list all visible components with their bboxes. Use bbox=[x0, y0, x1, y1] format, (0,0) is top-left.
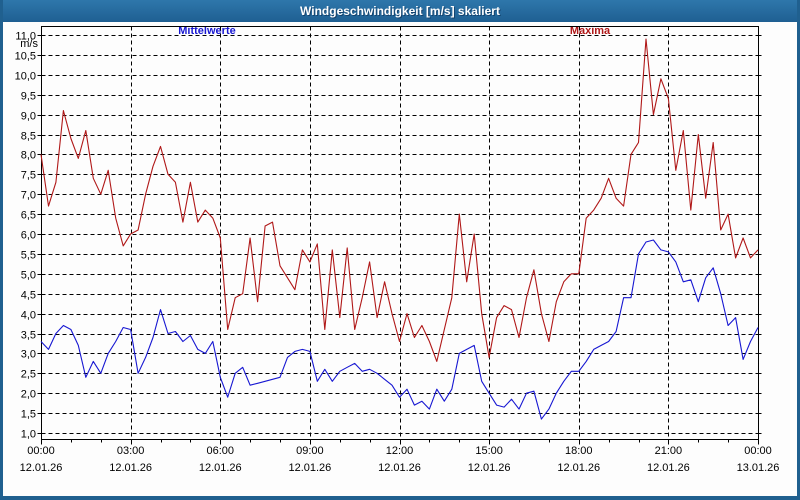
y-tick-label: 5,5 bbox=[21, 250, 36, 262]
x-tick-date-label: 12.01.26 bbox=[20, 462, 63, 474]
x-tick-time-label: 00:00 bbox=[27, 445, 55, 457]
y-tick-label: 2,5 bbox=[21, 369, 36, 381]
x-tick-time-label: 09:00 bbox=[296, 445, 324, 457]
x-tick-time-label: 12:00 bbox=[386, 445, 414, 457]
x-tick-time-label: 06:00 bbox=[206, 445, 234, 457]
x-tick-time-label: 18:00 bbox=[565, 445, 593, 457]
y-tick-label: 1,5 bbox=[21, 409, 36, 421]
legend-item-mittelwerte: Mittelwerte bbox=[178, 25, 236, 37]
plot-border bbox=[41, 26, 759, 440]
wind-speed-line-chart: 11,0 10,5 10,0 9,5 9,0 8,5 8,0 7,5 7,0 6,5 6,0 5,5 5… bbox=[15, 26, 780, 474]
x-tick-date-label: 12.01.26 bbox=[557, 462, 600, 474]
y-tick-label: 10,0 bbox=[15, 71, 36, 83]
y-axis-unit-label: m/s bbox=[20, 38, 38, 50]
x-tick-time-label: 15:00 bbox=[475, 445, 503, 457]
y-tick-label: 1,0 bbox=[21, 429, 36, 441]
x-tick-date-label: 12.01.26 bbox=[468, 462, 511, 474]
x-tick-date-label: 12.01.26 bbox=[199, 462, 242, 474]
x-tick-time-label: 03:00 bbox=[117, 445, 145, 457]
series-line-mittelwerte bbox=[40, 239, 759, 420]
x-tick-date-label: 12.01.26 bbox=[647, 462, 690, 474]
y-tick-label: 8,0 bbox=[21, 150, 36, 162]
y-tick-label: 11,0 bbox=[15, 31, 36, 43]
y-tick-label: 9,5 bbox=[21, 91, 36, 103]
x-tick-date-label: 12.01.26 bbox=[109, 462, 152, 474]
x-tick-date-label: 12.01.26 bbox=[378, 462, 421, 474]
y-tick-label: 7,0 bbox=[21, 190, 36, 202]
x-tick-date-label: 12.01.26 bbox=[288, 462, 331, 474]
x-tick-time-label: 00:00 bbox=[744, 445, 772, 457]
x-tick-date-label: 13.01.26 bbox=[737, 462, 780, 474]
window-title: Windgeschwindigkeit [m/s] skaliert bbox=[3, 0, 797, 22]
y-tick-label: 2,0 bbox=[21, 389, 36, 401]
y-tick-label: 3,0 bbox=[21, 349, 36, 361]
y-tick-label: 4,5 bbox=[21, 290, 36, 302]
y-tick-label: 9,0 bbox=[21, 111, 36, 123]
y-tick-label: 4,0 bbox=[21, 310, 36, 322]
y-tick-label: 6,0 bbox=[21, 230, 36, 242]
x-tick-time-label: 21:00 bbox=[655, 445, 683, 457]
y-tick-label: 3,5 bbox=[21, 330, 36, 342]
series-line-maxima bbox=[40, 38, 759, 362]
y-tick-label: 6,5 bbox=[21, 210, 36, 222]
y-tick-label: 10,5 bbox=[15, 51, 36, 63]
y-tick-label: 5,0 bbox=[21, 270, 36, 282]
y-tick-label: 7,5 bbox=[21, 170, 36, 182]
y-tick-label: 8,5 bbox=[21, 131, 36, 143]
